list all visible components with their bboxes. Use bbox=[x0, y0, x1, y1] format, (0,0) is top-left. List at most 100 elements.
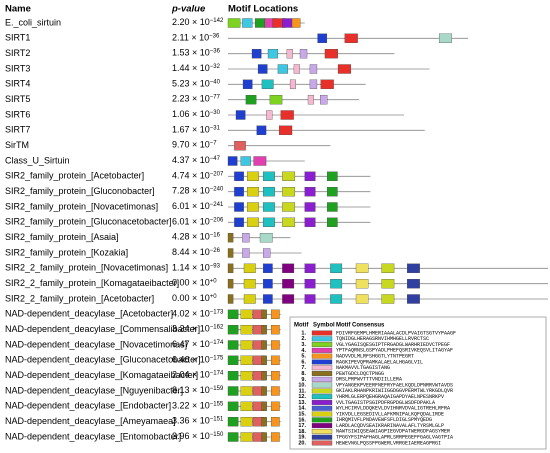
p-value-exponent: −162 bbox=[210, 324, 224, 330]
motif-consensus: FDIVRFGEMPLHMERIAAALACDLPVAIGTSGTVYPAAGF bbox=[336, 330, 456, 336]
p-value-exponent: −175 bbox=[210, 355, 224, 361]
sequence-name: NAD-dependent_deacylase_[Commensalibacte… bbox=[5, 324, 200, 334]
motif-site bbox=[261, 432, 267, 442]
motif-site bbox=[309, 79, 318, 89]
motif-consensus: PEWTGDCLDQCTPNGG bbox=[336, 371, 384, 377]
motif-site bbox=[240, 355, 253, 365]
motif-number: 4. bbox=[301, 348, 306, 354]
sequence-name: SIRT2 bbox=[5, 48, 30, 58]
p-value: 7.28 × 10−240 bbox=[172, 186, 224, 196]
motif-site bbox=[263, 171, 275, 181]
p-value-base: 1.44 × 10 bbox=[172, 63, 210, 73]
p-value-base: 2.11 × 10 bbox=[172, 33, 209, 43]
motif-site bbox=[407, 294, 420, 304]
sequence-name: SIR2_2_family_protein_[Komagataeibacter] bbox=[5, 278, 179, 288]
motif-site bbox=[240, 401, 253, 411]
motif-site bbox=[227, 386, 239, 396]
sequence-name: SIR2_family_protein_[Novacetimonas] bbox=[5, 201, 158, 211]
motif-site bbox=[234, 141, 246, 151]
motif-site bbox=[271, 371, 280, 381]
p-value-exponent: −32 bbox=[210, 64, 221, 70]
p-value: 6.01 × 10−206 bbox=[172, 217, 224, 227]
motif-site bbox=[227, 340, 239, 350]
motif-site bbox=[242, 248, 250, 258]
p-value-exponent: −173 bbox=[210, 309, 224, 315]
p-value-exponent: −206 bbox=[210, 217, 224, 223]
motif-site bbox=[227, 371, 239, 381]
p-value: 9.70 × 10−7 bbox=[172, 140, 217, 150]
motif-site bbox=[327, 217, 338, 227]
p-value-exponent: −47 bbox=[210, 156, 221, 162]
motif-site bbox=[271, 355, 280, 365]
motif-symbol bbox=[311, 365, 333, 371]
p-value: 1.14 × 10−93 bbox=[172, 263, 221, 273]
p-value-exponent: −26 bbox=[210, 248, 221, 254]
motif-site bbox=[355, 263, 369, 273]
motif-site bbox=[261, 355, 267, 365]
p-value-base: 1.14 × 10 bbox=[172, 263, 210, 273]
p-value: 8.44 × 10−26 bbox=[172, 247, 221, 257]
sequence-name: NAD-dependent_deacylase_[Ameyamaea] bbox=[5, 416, 176, 426]
sequence-name: SIRT4 bbox=[5, 79, 30, 89]
motif-site bbox=[243, 279, 256, 289]
motif-site bbox=[234, 171, 244, 181]
p-value: 2.23 × 10−77 bbox=[172, 94, 221, 104]
motif-consensus: YPTFAQRNSLGSPYADLPHEFQSRIVKEQSVLITAGYAF bbox=[336, 348, 453, 354]
motif-site bbox=[279, 125, 293, 135]
motif-site bbox=[227, 294, 234, 304]
motif-site bbox=[271, 340, 280, 350]
p-value-base: 3.24 × 10 bbox=[172, 324, 210, 334]
motif-site bbox=[304, 217, 316, 227]
motif-site bbox=[269, 95, 283, 105]
motif-symbol bbox=[311, 405, 333, 411]
motif-site bbox=[299, 49, 308, 59]
motif-locations-header: Motif Locations bbox=[228, 4, 298, 15]
p-value: 1.06 × 10−30 bbox=[172, 109, 221, 119]
p-value-exponent: −77 bbox=[210, 94, 221, 100]
motif-site bbox=[263, 279, 273, 289]
motif-symbol bbox=[311, 388, 333, 394]
p-value-exponent: +0 bbox=[210, 278, 218, 284]
motif-number: 9. bbox=[301, 377, 306, 383]
motif-site bbox=[289, 79, 296, 89]
motif-number: 7. bbox=[301, 365, 306, 371]
p-value-base: 1.53 × 10 bbox=[172, 48, 210, 58]
p-value-base: 4.02 × 10 bbox=[172, 309, 210, 319]
motif-site bbox=[242, 18, 253, 28]
motif-site bbox=[271, 325, 280, 335]
motif-site bbox=[240, 309, 253, 319]
p-value-exponent: −40 bbox=[210, 79, 221, 85]
sequence-name: SIR2_family_protein_[Asaia] bbox=[5, 232, 119, 242]
p-value-base: 9.70 × 10 bbox=[172, 140, 210, 150]
p-value-exponent: −174 bbox=[210, 340, 224, 346]
motif-site bbox=[261, 309, 267, 319]
p-value-exponent: −159 bbox=[210, 386, 224, 392]
motif-site bbox=[240, 371, 253, 381]
p-value-base: 2.04 × 10 bbox=[172, 370, 210, 380]
motif-site bbox=[304, 171, 316, 181]
p-value-base: 1.67 × 10 bbox=[172, 125, 210, 135]
motif-site bbox=[277, 64, 288, 74]
motif-site bbox=[317, 33, 328, 43]
motif-number: 14. bbox=[298, 406, 306, 412]
p-value-base: 0.00 × 10 bbox=[172, 278, 210, 288]
motif-symbol bbox=[311, 428, 333, 434]
motif-site bbox=[263, 248, 271, 258]
motif-site bbox=[407, 263, 420, 273]
motif-site bbox=[330, 294, 343, 304]
motif-site bbox=[327, 171, 338, 181]
sequence-name: SirTM bbox=[5, 140, 29, 150]
p-value-base: 7.28 × 10 bbox=[172, 186, 210, 196]
sequence-name: NAD-dependent_deacylase_[Nguyenibacter] bbox=[5, 385, 183, 395]
p-value-base: 8.13 × 10 bbox=[172, 385, 210, 395]
legend: Motif Symbol Motif Consensus 1. FDIVRFGEMPLH… bbox=[289, 316, 547, 450]
motif-number: 3. bbox=[301, 342, 306, 348]
motif-number: 13. bbox=[298, 400, 306, 406]
motif-number: 10. bbox=[298, 383, 306, 389]
motif-site bbox=[227, 355, 239, 365]
motif-number: 6. bbox=[301, 359, 306, 365]
p-value: 3.36 × 10−151 bbox=[172, 416, 224, 426]
motif-symbol bbox=[311, 376, 333, 382]
motif-symbol bbox=[311, 417, 333, 423]
motif-number: 17. bbox=[298, 423, 306, 429]
